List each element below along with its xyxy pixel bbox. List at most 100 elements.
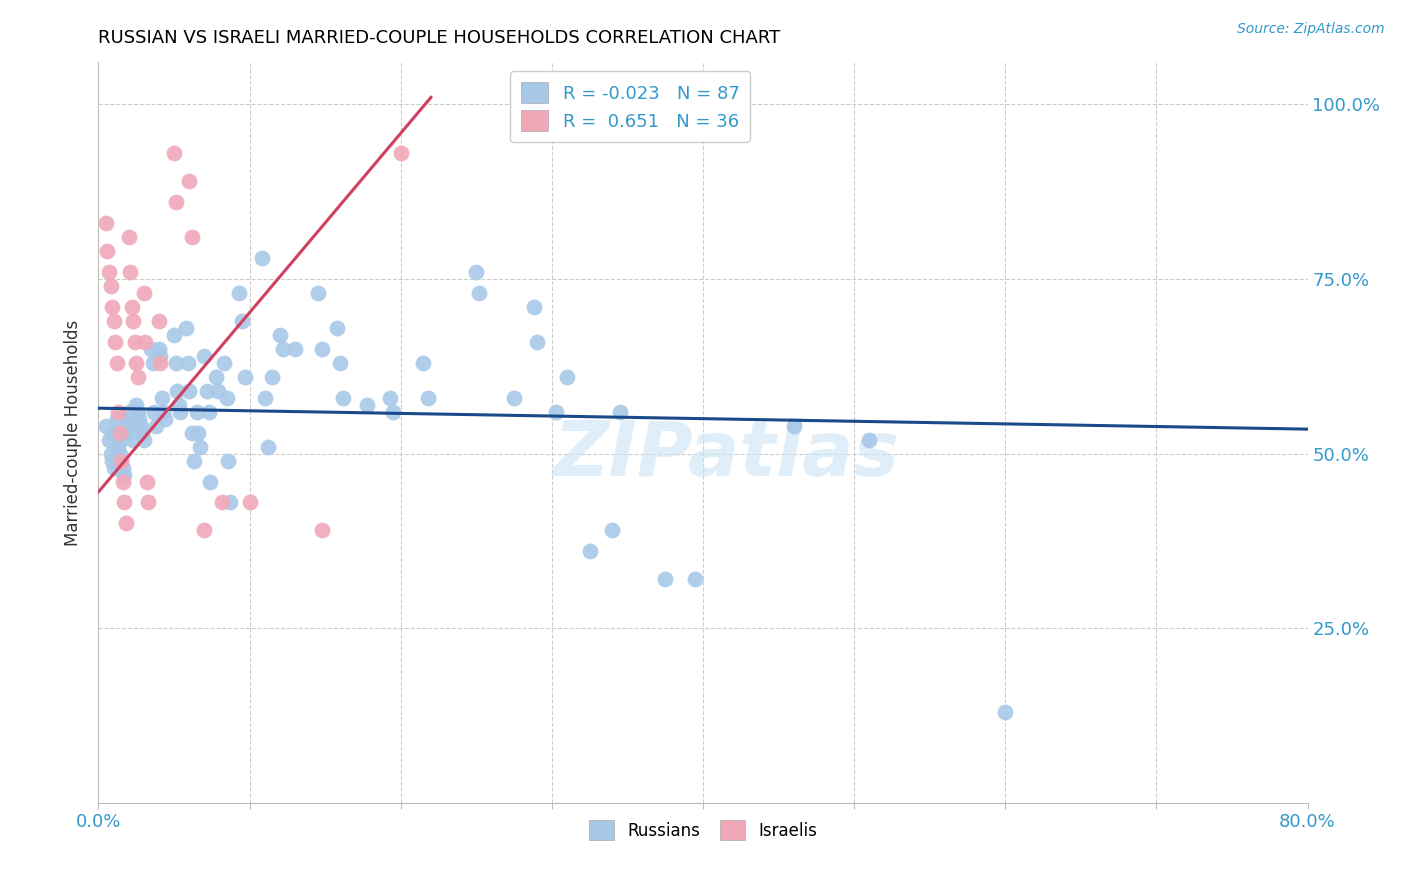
Point	[197, 405, 219, 419]
Point	[179, 384, 201, 398]
Point	[468, 285, 491, 300]
Point	[382, 405, 405, 419]
Text: RUSSIAN VS ISRAELI MARRIED-COUPLE HOUSEHOLDS CORRELATION CHART: RUSSIAN VS ISRAELI MARRIED-COUPLE HOUSEH…	[98, 29, 780, 47]
Point	[329, 356, 352, 370]
Point	[187, 425, 209, 440]
Point	[110, 433, 132, 447]
Point	[685, 572, 707, 586]
Point	[783, 418, 806, 433]
Point	[110, 453, 132, 467]
Point	[103, 425, 125, 440]
Point	[311, 524, 333, 538]
Point	[100, 446, 122, 460]
Point	[120, 265, 142, 279]
Point	[212, 356, 235, 370]
Point	[125, 398, 148, 412]
Point	[104, 334, 127, 349]
Point	[143, 405, 166, 419]
Point	[609, 405, 631, 419]
Point	[94, 216, 117, 230]
Point	[207, 384, 229, 398]
Point	[153, 411, 176, 425]
Point	[105, 356, 128, 370]
Point	[131, 425, 153, 440]
Point	[166, 384, 188, 398]
Point	[326, 321, 349, 335]
Legend: Russians, Israelis: Russians, Israelis	[582, 814, 824, 847]
Point	[115, 425, 138, 440]
Point	[107, 440, 129, 454]
Point	[163, 327, 186, 342]
Point	[195, 384, 218, 398]
Point	[231, 314, 253, 328]
Point	[211, 495, 233, 509]
Point	[129, 418, 152, 433]
Point	[132, 285, 155, 300]
Point	[858, 433, 880, 447]
Point	[169, 405, 191, 419]
Point	[121, 418, 143, 433]
Point	[389, 146, 412, 161]
Point	[98, 433, 121, 447]
Point	[96, 244, 118, 258]
Point	[111, 475, 134, 489]
Point	[141, 342, 163, 356]
Point	[128, 411, 150, 425]
Point	[269, 327, 291, 342]
Point	[127, 369, 149, 384]
Point	[262, 369, 284, 384]
Point	[183, 453, 205, 467]
Point	[110, 453, 132, 467]
Point	[239, 495, 262, 509]
Point	[98, 265, 121, 279]
Point	[112, 495, 135, 509]
Point	[112, 467, 135, 482]
Point	[111, 460, 134, 475]
Point	[233, 369, 256, 384]
Point	[250, 251, 273, 265]
Point	[465, 265, 488, 279]
Point	[150, 391, 173, 405]
Point	[132, 433, 155, 447]
Point	[526, 334, 548, 349]
Point	[148, 342, 170, 356]
Point	[105, 411, 128, 425]
Point	[108, 425, 131, 440]
Point	[124, 334, 146, 349]
Point	[356, 398, 378, 412]
Point	[148, 314, 170, 328]
Point	[332, 391, 354, 405]
Point	[103, 460, 125, 475]
Point	[118, 230, 141, 244]
Point	[193, 349, 215, 363]
Point	[181, 425, 204, 440]
Point	[100, 279, 122, 293]
Point	[546, 405, 568, 419]
Text: Source: ZipAtlas.com: Source: ZipAtlas.com	[1237, 22, 1385, 37]
Point	[311, 342, 333, 356]
Point	[120, 411, 142, 425]
Point	[219, 495, 242, 509]
Point	[135, 475, 157, 489]
Point	[134, 334, 156, 349]
Point	[179, 174, 201, 188]
Point	[163, 146, 186, 161]
Point	[602, 524, 624, 538]
Point	[142, 356, 165, 370]
Point	[165, 195, 187, 210]
Point	[149, 349, 172, 363]
Point	[654, 572, 676, 586]
Point	[284, 342, 307, 356]
Point	[253, 391, 276, 405]
Y-axis label: Married-couple Households: Married-couple Households	[65, 319, 83, 546]
Point	[152, 405, 174, 419]
Point	[271, 342, 294, 356]
Point	[193, 524, 215, 538]
Point	[165, 356, 187, 370]
Point	[378, 391, 401, 405]
Point	[118, 405, 141, 419]
Point	[215, 391, 238, 405]
Point	[114, 418, 136, 433]
Point	[503, 391, 526, 405]
Text: ZIPatlas: ZIPatlas	[554, 417, 900, 491]
